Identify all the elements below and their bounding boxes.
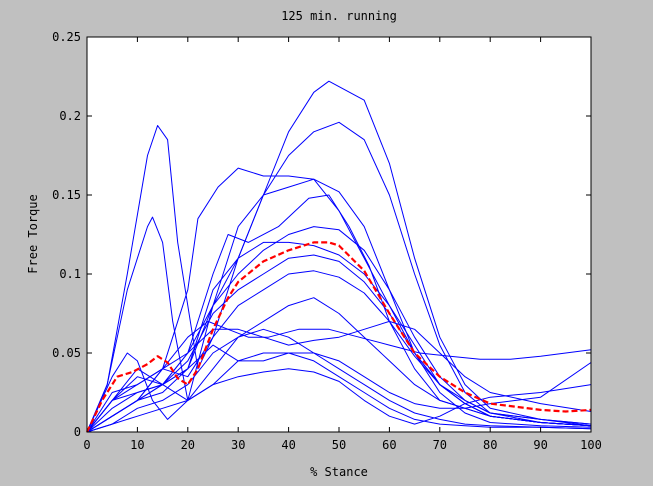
- x-tick-label: 60: [382, 438, 396, 452]
- x-tick-label: 80: [483, 438, 497, 452]
- ticks-layer: 0 10 20 30 40 50 60 70 80 90 100 0 0.05 0.1 0.15 0.2 0.2…: [52, 30, 602, 452]
- x-tick-label: 0: [83, 438, 90, 452]
- plot-area: [87, 37, 591, 432]
- y-tick-label: 0.1: [59, 267, 81, 281]
- y-tick-label: 0.2: [59, 109, 81, 123]
- mean-line: [86, 241, 592, 433]
- x-tick-label: 40: [281, 438, 295, 452]
- trial-line-15: [86, 328, 592, 433]
- x-tick-label: 10: [130, 438, 144, 452]
- x-axis-label: % Stance: [310, 465, 368, 479]
- chart-title: 125 min. running: [281, 9, 397, 23]
- y-axis-label: Free Torque: [26, 194, 40, 273]
- trial-line-10: [86, 297, 592, 433]
- x-tick-label: 20: [181, 438, 195, 452]
- y-tick-label: 0.15: [52, 188, 81, 202]
- trial-line-2: [86, 121, 592, 433]
- trial-line-12: [86, 320, 592, 433]
- trial-line-13: [86, 368, 592, 433]
- y-tick-label: 0.05: [52, 346, 81, 360]
- x-tick-label: 100: [580, 438, 602, 452]
- series-layer: [86, 80, 592, 433]
- x-tick-label: 90: [533, 438, 547, 452]
- trial-line-3: [86, 178, 592, 433]
- trial-line-4: [86, 167, 592, 433]
- y-tick-label: 0: [74, 425, 81, 439]
- trial-line-16: [86, 352, 592, 433]
- y-tick-label: 0.25: [52, 30, 81, 44]
- x-tick-label: 50: [332, 438, 346, 452]
- x-tick-label: 70: [433, 438, 447, 452]
- x-tick-label: 30: [231, 438, 245, 452]
